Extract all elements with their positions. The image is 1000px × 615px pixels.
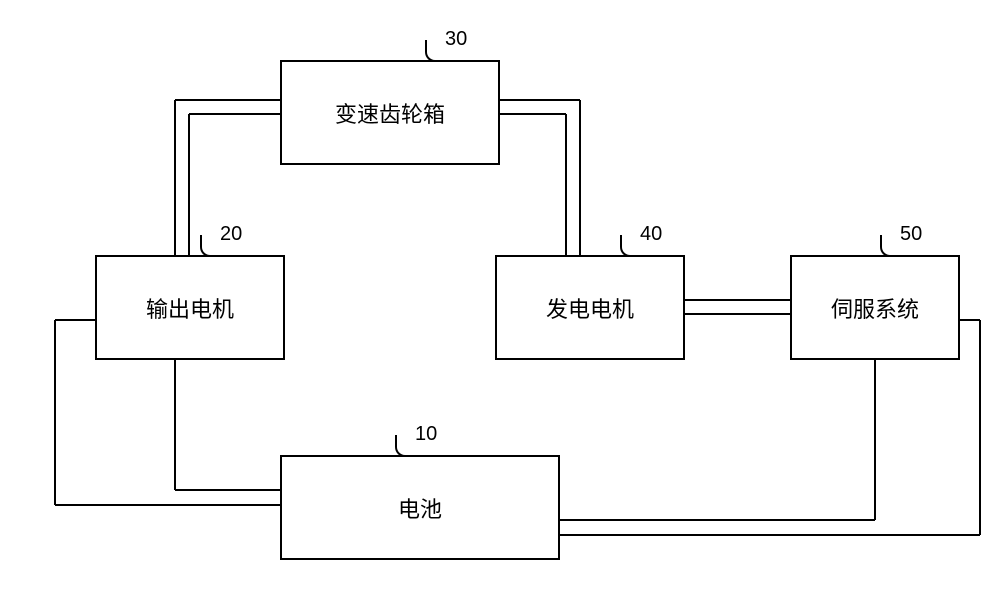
ref-label-40: 40 (640, 223, 662, 246)
ref-label-50: 50 (900, 223, 922, 246)
ref-label-30: 30 (445, 28, 467, 51)
diagram-canvas: 变速齿轮箱 输出电机 发电电机 伺服系统 电池 30 20 40 50 10 (0, 0, 1000, 615)
ref-hook-20 (200, 235, 216, 257)
node-servo-system: 伺服系统 (790, 255, 960, 360)
node-output-motor: 输出电机 (95, 255, 285, 360)
node-gearbox: 变速齿轮箱 (280, 60, 500, 165)
node-battery: 电池 (280, 455, 560, 560)
ref-hook-10 (395, 435, 411, 457)
node-generator-motor-label: 发电电机 (546, 292, 634, 324)
node-servo-system-label: 伺服系统 (831, 292, 919, 324)
ref-hook-50 (880, 235, 896, 257)
ref-label-20: 20 (220, 223, 242, 246)
node-output-motor-label: 输出电机 (146, 292, 234, 324)
ref-label-10: 10 (415, 423, 437, 446)
ref-hook-40 (620, 235, 636, 257)
node-gearbox-label: 变速齿轮箱 (335, 97, 445, 129)
node-generator-motor: 发电电机 (495, 255, 685, 360)
node-battery-label: 电池 (398, 492, 442, 524)
ref-hook-30 (425, 40, 441, 62)
